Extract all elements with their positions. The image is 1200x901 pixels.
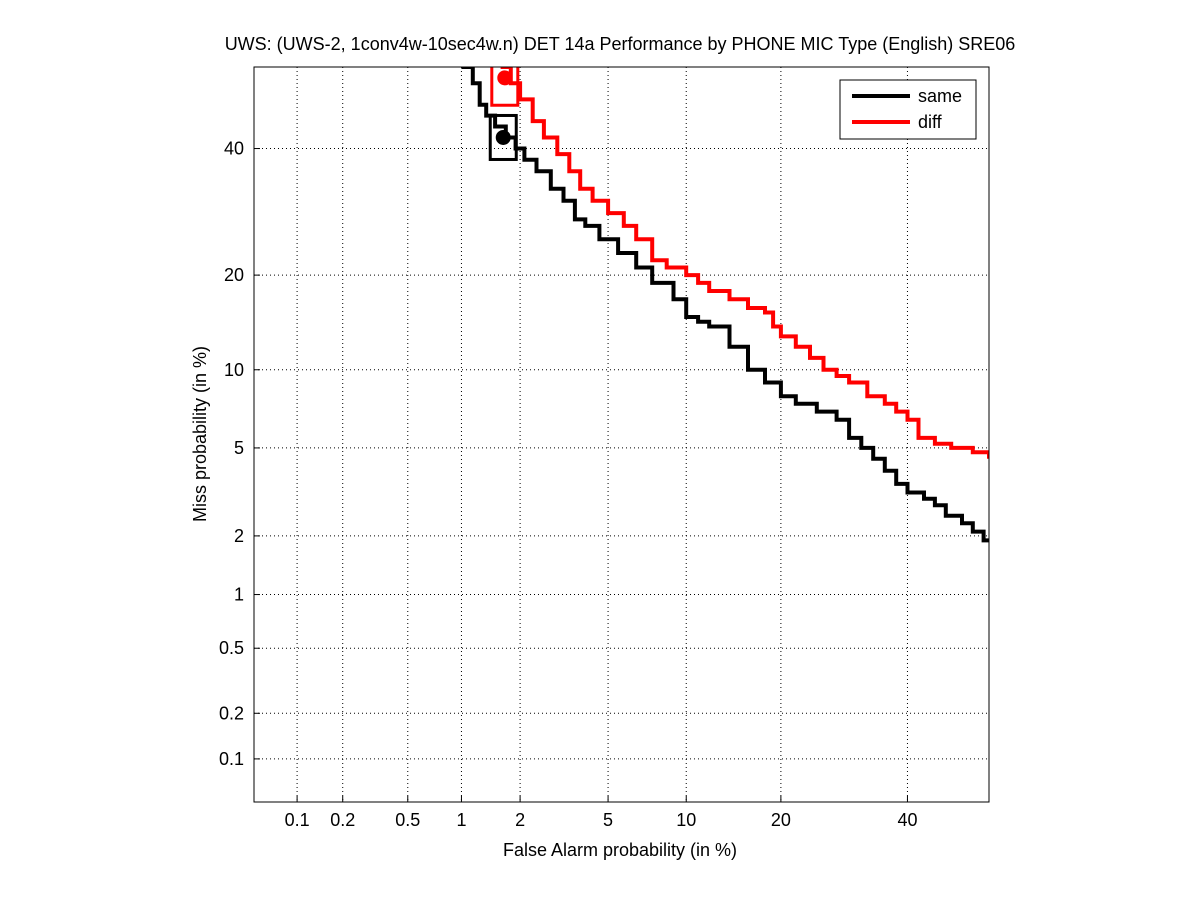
series-layer — [461, 67, 989, 543]
det-curve-same — [461, 67, 989, 543]
y-tick-label: 1 — [234, 585, 244, 605]
y-tick-label: 2 — [234, 526, 244, 546]
chart-title: UWS: (UWS-2, 1conv4w-10sec4w.n) DET 14a … — [225, 34, 1016, 54]
y-tick-label: 0.1 — [219, 749, 244, 769]
y-tick-label: 10 — [224, 360, 244, 380]
y-tick-label: 0.2 — [219, 703, 244, 723]
x-tick-label: 1 — [456, 810, 466, 830]
x-tick-label: 2 — [515, 810, 525, 830]
x-tick-label: 10 — [676, 810, 696, 830]
x-axis-ticks: 0.1 0.2 0.5 1 2 5 10 20 40 — [285, 796, 917, 830]
y-tick-label: 40 — [224, 139, 244, 159]
x-tick-label: 20 — [771, 810, 791, 830]
y-axis-ticks: 0.1 0.2 0.5 1 2 5 10 20 40 — [219, 139, 260, 769]
y-tick-label: 0.5 — [219, 638, 244, 658]
act-dcf-box-same — [488, 113, 518, 161]
plot-frame — [253, 66, 990, 803]
x-tick-label: 0.2 — [330, 810, 355, 830]
x-tick-label: 5 — [603, 810, 613, 830]
legend-label-same: same — [918, 86, 962, 106]
y-axis-label: Miss probability (in %) — [190, 346, 210, 522]
min-dcf-point-diff — [497, 70, 513, 86]
x-tick-label: 40 — [897, 810, 917, 830]
legend-box — [839, 79, 977, 140]
legend: same diff — [839, 79, 977, 140]
det-curve-diff — [500, 67, 989, 459]
y-tick-label: 20 — [224, 265, 244, 285]
x-tick-label: 0.1 — [285, 810, 310, 830]
min-dcf-point-same — [495, 129, 511, 145]
grid — [254, 67, 989, 802]
legend-label-diff: diff — [918, 112, 943, 132]
act-dcf-box-diff — [490, 67, 520, 107]
x-tick-label: 0.5 — [395, 810, 420, 830]
y-tick-label: 5 — [234, 438, 244, 458]
x-axis-label: False Alarm probability (in %) — [503, 840, 737, 860]
